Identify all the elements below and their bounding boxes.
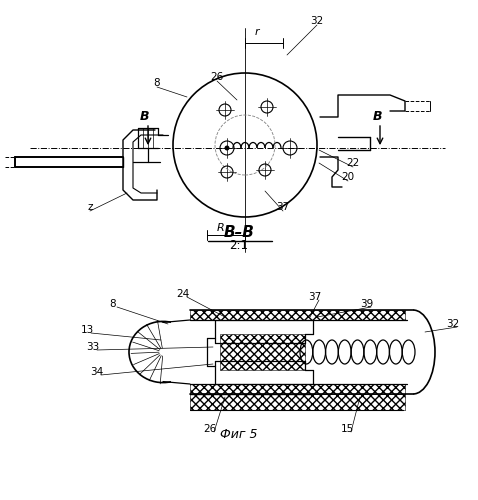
- Text: 32: 32: [310, 16, 324, 26]
- Text: 37: 37: [308, 292, 322, 302]
- Text: 37: 37: [276, 202, 290, 212]
- Bar: [190, 394, 405, 410]
- Text: 26: 26: [210, 72, 224, 82]
- Text: Фиг 5: Фиг 5: [220, 428, 258, 441]
- Text: 34: 34: [90, 367, 104, 377]
- Text: 24: 24: [176, 289, 190, 299]
- Text: 33: 33: [87, 342, 99, 352]
- Text: B: B: [140, 110, 150, 123]
- Bar: [190, 310, 405, 320]
- Bar: [190, 384, 405, 394]
- Text: z: z: [87, 202, 93, 212]
- Text: 15: 15: [340, 424, 354, 434]
- Bar: [220, 334, 305, 370]
- Text: 39: 39: [360, 299, 374, 309]
- Text: 13: 13: [80, 325, 94, 335]
- Text: R: R: [217, 223, 225, 233]
- Circle shape: [225, 146, 229, 150]
- Text: r: r: [255, 27, 260, 37]
- Text: B–B: B–B: [224, 225, 254, 240]
- Text: 2:1: 2:1: [229, 239, 249, 252]
- Text: 8: 8: [109, 299, 116, 309]
- Text: 22: 22: [347, 158, 359, 168]
- Text: 8: 8: [154, 78, 160, 88]
- Text: 32: 32: [446, 319, 460, 329]
- Text: 26: 26: [203, 424, 217, 434]
- Text: B: B: [373, 110, 382, 123]
- Text: 20: 20: [341, 172, 355, 182]
